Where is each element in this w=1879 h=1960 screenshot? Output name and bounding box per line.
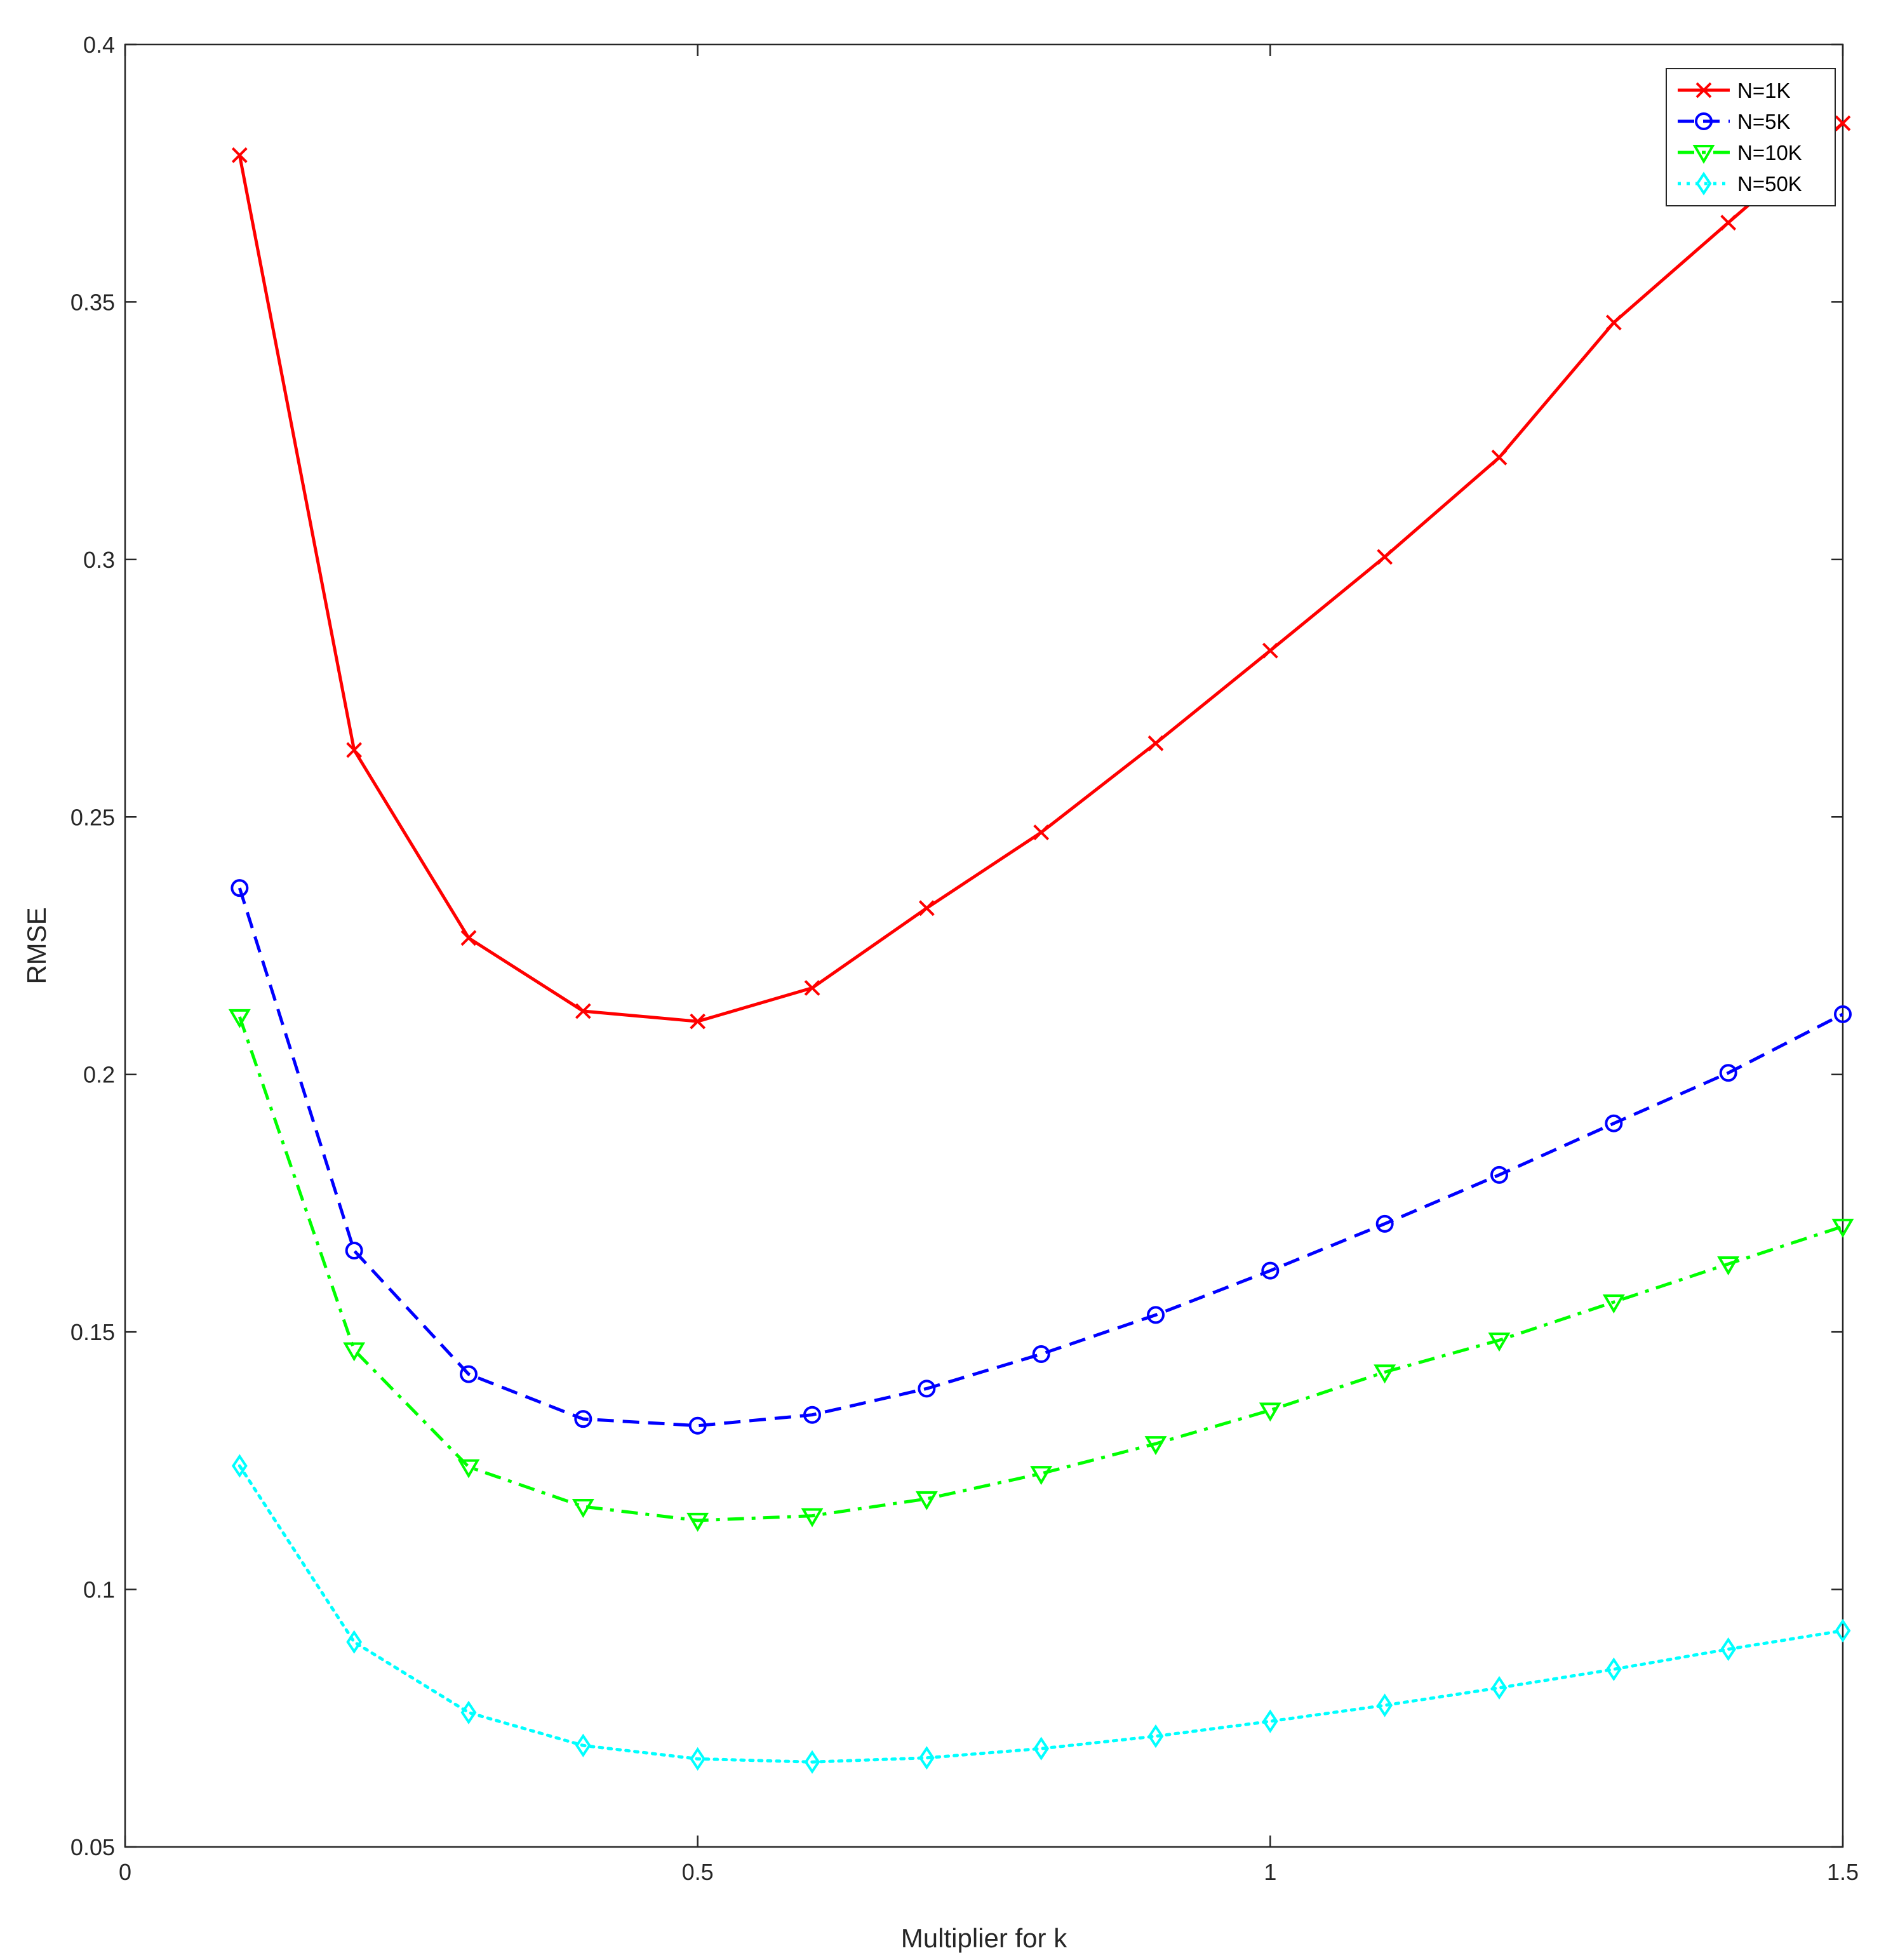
legend-label: N=10K (1737, 141, 1802, 164)
legend: N=1K N=5K N=10K N=50K (1666, 68, 1836, 206)
series-N=5K (231, 879, 1852, 1435)
data-point (1720, 215, 1737, 231)
series-layer (228, 115, 1854, 1774)
data-point (918, 1379, 936, 1398)
x-axis-title: Multiplier for k (901, 1923, 1067, 1953)
data-point (1033, 1736, 1050, 1761)
data-point (460, 1700, 477, 1724)
legend-marker (1692, 145, 1715, 164)
legend-label: N=5K (1737, 110, 1790, 133)
y-axis-title: RMSE (22, 907, 51, 984)
data-point (1835, 115, 1851, 131)
y-tick-label: 0.3 (83, 547, 115, 573)
data-point (574, 1410, 592, 1428)
data-point (804, 1750, 820, 1774)
data-point (1144, 1436, 1167, 1456)
data-point (1835, 1618, 1851, 1643)
data-point (804, 980, 820, 996)
series-N=10K (228, 1009, 1854, 1532)
data-point (1602, 1294, 1625, 1314)
data-point (1032, 1345, 1050, 1364)
legend-label: N=1K (1737, 79, 1790, 102)
legend-entry: N=1K (1678, 79, 1790, 102)
data-point (1262, 1709, 1278, 1733)
data-point (460, 930, 477, 946)
data-point (1377, 549, 1393, 565)
data-point (228, 1009, 251, 1028)
data-point (1719, 1064, 1737, 1082)
series-line (237, 887, 1844, 1428)
data-point (1605, 1657, 1622, 1681)
data-point (1147, 735, 1164, 751)
y-tick-label: 0.2 (83, 1062, 115, 1088)
y-tick-label: 0.05 (70, 1834, 115, 1860)
legend-entry: N=50K (1678, 171, 1802, 196)
y-tick-label: 0.4 (83, 32, 115, 58)
y-tick-label: 0.1 (83, 1577, 115, 1603)
data-point (803, 1406, 821, 1424)
x-tick-label: 1.5 (1827, 1859, 1859, 1885)
data-point (457, 1459, 480, 1479)
data-point (346, 742, 363, 758)
data-point (915, 1491, 938, 1510)
data-point (1605, 314, 1622, 331)
x-tick-label: 0.5 (682, 1859, 714, 1885)
data-point (231, 147, 248, 163)
data-point (1720, 1637, 1737, 1661)
data-point (1262, 642, 1278, 659)
data-point (1491, 449, 1508, 466)
data-point (1490, 1165, 1508, 1184)
legend-entry: N=10K (1678, 141, 1802, 164)
data-point (1147, 1724, 1164, 1749)
data-point (690, 1013, 706, 1030)
data-point (801, 1508, 824, 1527)
data-point (1491, 1675, 1508, 1700)
data-point (1605, 1114, 1623, 1132)
data-point (575, 1733, 591, 1757)
data-point (1374, 1364, 1396, 1384)
data-point (1261, 1261, 1280, 1280)
data-point (1147, 1306, 1165, 1324)
plot-area (124, 43, 1844, 1848)
legend-marker (1695, 171, 1712, 196)
data-point (575, 1003, 591, 1019)
series-N=1K (231, 115, 1851, 1030)
data-point (686, 1512, 709, 1532)
data-point (346, 1630, 363, 1654)
data-point (688, 1416, 707, 1435)
data-point (1488, 1332, 1511, 1352)
data-point (918, 1746, 935, 1770)
x-tick-label: 1 (1264, 1859, 1276, 1885)
y-tick-label: 0.35 (70, 289, 115, 315)
data-point (1375, 1214, 1394, 1233)
y-axis-ticks: 0.05 0.1 0.15 0.2 0.25 0.3 0.35 0.4 (70, 32, 1843, 1860)
data-point (345, 1242, 363, 1260)
data-point (460, 1365, 478, 1383)
data-point (918, 900, 935, 916)
legend-marker (1695, 112, 1713, 130)
y-tick-label: 0.15 (70, 1319, 115, 1345)
legend-marker (1695, 82, 1712, 98)
series-line (237, 1464, 1845, 1764)
data-point (1030, 1466, 1053, 1486)
data-point (231, 1454, 248, 1478)
data-point (1033, 824, 1050, 841)
legend-entry: N=5K (1678, 110, 1790, 133)
data-point (690, 1747, 706, 1771)
data-point (572, 1499, 594, 1518)
data-point (1834, 1005, 1852, 1023)
plot-frame (124, 43, 1844, 1848)
y-tick-label: 0.25 (70, 804, 115, 830)
x-axis-ticks: 0 0.5 1 1.5 (119, 44, 1859, 1885)
series-N=50K (231, 1454, 1851, 1774)
data-point (1717, 1256, 1740, 1276)
data-point (343, 1342, 366, 1362)
data-point (1831, 1218, 1854, 1238)
data-point (231, 879, 249, 897)
data-point (1377, 1693, 1393, 1717)
x-tick-label: 0 (119, 1859, 131, 1885)
legend-label: N=50K (1737, 172, 1802, 196)
data-point (1259, 1402, 1281, 1422)
